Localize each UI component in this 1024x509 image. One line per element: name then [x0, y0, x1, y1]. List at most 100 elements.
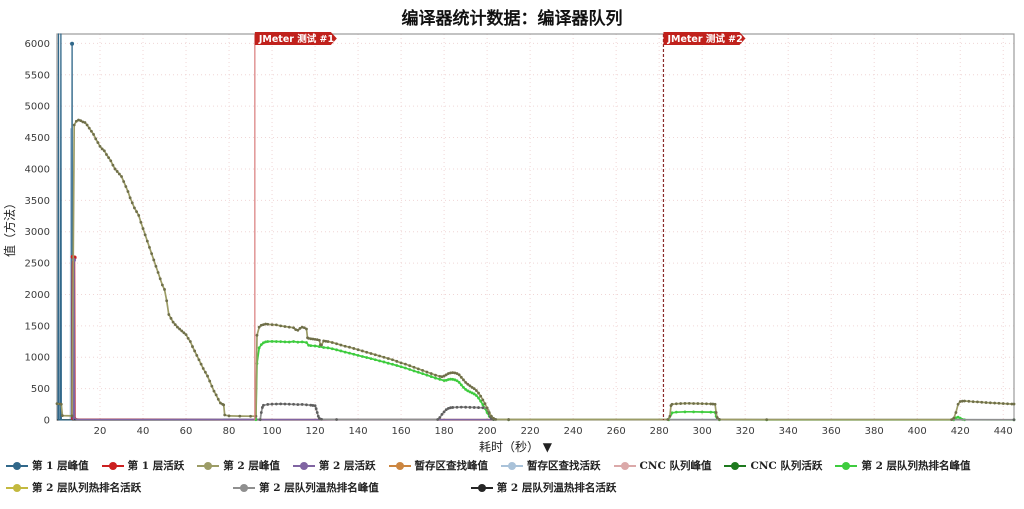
series-marker	[472, 392, 476, 396]
series-marker	[395, 364, 399, 367]
series-marker	[464, 380, 468, 384]
series-marker	[260, 406, 264, 409]
series-marker	[472, 406, 476, 409]
series-marker	[479, 399, 483, 403]
series-marker	[326, 346, 330, 350]
series-marker	[126, 190, 130, 193]
series-marker	[692, 402, 695, 405]
series-marker	[507, 418, 511, 421]
series-marker	[373, 353, 377, 357]
legend-row-2: 第 2 层队列热排名活跃 第 2 层队列温热排名峰值 第 2 层队列温热排名活跃	[6, 480, 1020, 495]
series-marker	[668, 414, 672, 418]
series-marker	[459, 405, 463, 409]
series-marker	[442, 379, 446, 382]
legend-marker-icon	[724, 461, 747, 471]
legend-label: CNC 队列活跃	[750, 460, 823, 472]
series-marker	[300, 325, 304, 329]
legend-item: 暂存区查找峰值	[388, 458, 488, 473]
series-marker	[259, 323, 263, 327]
series-marker	[259, 411, 263, 414]
series-marker	[343, 344, 347, 348]
series-marker	[403, 366, 407, 370]
series-marker	[292, 340, 295, 343]
annotation-label: JMeter 测试 #1	[258, 33, 334, 45]
series-marker	[296, 340, 300, 344]
series-marker	[391, 358, 394, 362]
legend-item: 第 2 层队列温热排名活跃	[470, 480, 616, 495]
series-marker	[154, 264, 158, 268]
series-marker	[313, 404, 317, 408]
x-axis-label-dropdown[interactable]: 耗时（秒） ▼	[479, 440, 553, 453]
series-marker	[222, 403, 226, 407]
series-marker	[335, 418, 338, 421]
series-marker	[266, 322, 270, 326]
series-marker	[429, 375, 433, 378]
series-marker	[201, 367, 205, 370]
series-marker	[453, 378, 457, 382]
series-marker	[186, 337, 190, 340]
series-marker	[90, 129, 93, 133]
legend-item: 第 2 层峰值	[197, 458, 280, 473]
series-marker	[451, 406, 455, 409]
series-marker	[416, 367, 420, 371]
series-marker	[255, 333, 259, 337]
x-axis-tick-label: 280	[650, 426, 669, 437]
series-marker	[960, 399, 964, 403]
legend-marker-dot	[240, 483, 249, 492]
series-marker	[399, 361, 403, 365]
series-marker	[412, 365, 416, 369]
series-marker	[459, 383, 463, 387]
series-marker	[449, 371, 452, 375]
series-marker	[296, 328, 300, 332]
series-marker	[403, 362, 407, 366]
series-marker	[462, 378, 465, 382]
legend-label: 第 2 层队列热排名峰值	[861, 460, 971, 472]
series-marker	[274, 340, 278, 343]
series-marker	[74, 119, 78, 123]
series-marker	[223, 413, 227, 417]
series-marker	[709, 410, 713, 414]
legend-marker-icon	[470, 483, 493, 493]
series-marker	[696, 402, 700, 405]
series-marker	[107, 156, 111, 160]
series-marker	[70, 414, 74, 418]
series-marker	[227, 414, 231, 418]
series-marker	[143, 233, 147, 237]
series-marker	[316, 414, 320, 418]
series-marker	[1001, 402, 1005, 405]
series-marker	[447, 372, 450, 375]
plot-background	[57, 34, 1014, 420]
x-axis-tick-label: 20	[94, 426, 107, 437]
series-marker	[216, 397, 220, 401]
series-marker	[171, 320, 175, 324]
series-marker	[124, 185, 128, 188]
series-marker	[311, 337, 315, 341]
x-axis-tick-label: 140	[349, 426, 368, 437]
series-marker	[440, 375, 444, 379]
series-marker	[302, 326, 306, 330]
series-marker	[169, 316, 173, 320]
annotation-flag	[663, 32, 746, 45]
legend-label: 第 2 层队列温热排名峰值	[259, 482, 379, 494]
series-marker	[188, 340, 192, 343]
series-marker	[360, 349, 364, 353]
series-marker	[386, 357, 390, 360]
series-marker	[270, 402, 274, 406]
series-marker	[279, 402, 283, 406]
series-marker	[438, 374, 442, 378]
legend-marker-dot	[13, 461, 21, 470]
series-marker	[429, 372, 433, 375]
series-marker	[257, 325, 261, 329]
series-marker	[670, 402, 674, 406]
legend-marker-icon	[233, 483, 256, 493]
series-marker	[479, 394, 483, 398]
legend-marker-icon	[292, 461, 315, 471]
series-marker	[477, 391, 480, 395]
series-marker	[300, 403, 304, 406]
x-axis-tick-label: 440	[994, 426, 1013, 437]
series-marker	[447, 406, 450, 410]
series-marker	[438, 377, 442, 381]
series-marker	[434, 376, 437, 380]
series-marker	[210, 384, 214, 388]
series-marker	[279, 340, 283, 344]
